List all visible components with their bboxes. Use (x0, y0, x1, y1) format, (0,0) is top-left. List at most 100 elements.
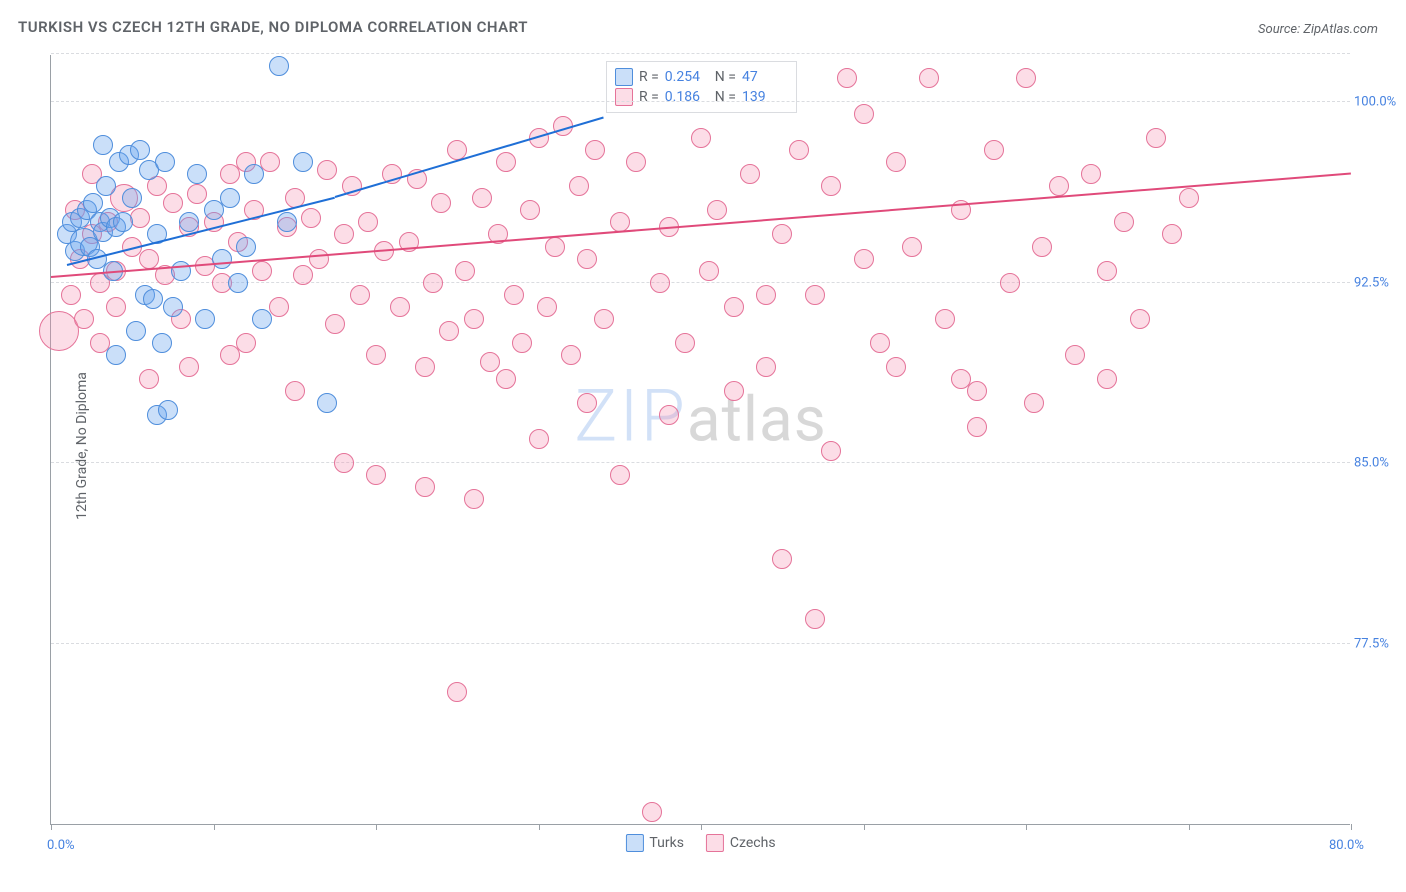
y-tick-label: 92.5% (1354, 275, 1402, 290)
y-tick-label: 85.0% (1354, 456, 1402, 471)
data-point-a (220, 188, 240, 208)
data-point-b (285, 381, 305, 401)
data-point-b (325, 314, 345, 334)
data-point-b (724, 297, 744, 317)
swatch-czechs (706, 834, 724, 852)
data-point-a (83, 193, 103, 213)
data-point-b (106, 297, 126, 317)
data-point-b (390, 297, 410, 317)
data-point-b (317, 160, 337, 180)
data-point-b (707, 200, 727, 220)
stat-label: R = (639, 89, 659, 105)
gridline (51, 101, 1350, 102)
data-point-b (529, 429, 549, 449)
legend-label-turks: Turks (649, 835, 684, 851)
data-point-a (317, 393, 337, 413)
source-label: Source: ZipAtlas.com (1258, 22, 1378, 37)
data-point-b (1049, 176, 1069, 196)
data-point-b (236, 333, 256, 353)
data-point-b (220, 345, 240, 365)
data-point-a (106, 345, 126, 365)
data-point-b (772, 224, 792, 244)
data-point-b (537, 297, 557, 317)
data-point-b (301, 208, 321, 228)
data-point-b (951, 369, 971, 389)
x-tick-label: 0.0% (47, 838, 75, 853)
swatch-turks (615, 68, 633, 86)
data-point-b (724, 381, 744, 401)
stat-label: N = (715, 69, 736, 85)
data-point-a (269, 56, 289, 76)
data-point-a (126, 321, 146, 341)
data-point-b (269, 297, 289, 317)
data-point-b (886, 152, 906, 172)
data-point-a (113, 212, 133, 232)
x-tick (701, 824, 702, 830)
data-point-b (309, 249, 329, 269)
data-point-b (594, 309, 614, 329)
gridline (51, 53, 1350, 54)
data-point-b (464, 489, 484, 509)
data-point-b (967, 381, 987, 401)
data-point-a (152, 333, 172, 353)
data-point-b (366, 465, 386, 485)
y-tick-label: 100.0% (1354, 95, 1402, 110)
data-point-b (699, 261, 719, 281)
data-point-b (569, 176, 589, 196)
stat-r-czechs: 0.186 (665, 89, 709, 105)
data-point-a (236, 237, 256, 257)
data-point-a (252, 309, 272, 329)
data-point-b (577, 393, 597, 413)
data-point-b (1065, 345, 1085, 365)
data-point-a (228, 273, 248, 293)
data-point-b (740, 164, 760, 184)
data-point-b (919, 68, 939, 88)
chart-plot-area: ZIPatlas R = 0.254 N = 47 R = 0.186 N = … (50, 55, 1350, 825)
data-point-b (512, 333, 532, 353)
data-point-b (1146, 128, 1166, 148)
data-point-b (691, 128, 711, 148)
data-point-b (585, 140, 605, 160)
data-point-a (163, 297, 183, 317)
x-tick (864, 824, 865, 830)
x-tick-label: 80.0% (1329, 838, 1364, 853)
data-point-b (334, 224, 354, 244)
data-point-b (650, 273, 670, 293)
data-point-b (935, 309, 955, 329)
x-tick (51, 824, 52, 830)
data-point-b (74, 309, 94, 329)
stat-r-turks: 0.254 (665, 69, 709, 85)
data-point-b (610, 465, 630, 485)
data-point-b (350, 285, 370, 305)
data-point-b (472, 188, 492, 208)
data-point-b (1179, 188, 1199, 208)
data-point-b (545, 237, 565, 257)
data-point-b (520, 200, 540, 220)
data-point-a (130, 140, 150, 160)
data-point-a (143, 289, 163, 309)
data-point-b (854, 249, 874, 269)
data-point-a (277, 212, 297, 232)
x-tick (1351, 824, 1352, 830)
data-point-b (821, 176, 841, 196)
data-point-b (61, 285, 81, 305)
trend-line (335, 117, 604, 198)
data-point-b (967, 417, 987, 437)
data-point-b (480, 352, 500, 372)
gridline (51, 643, 1350, 644)
watermark: ZIPatlas (574, 374, 826, 459)
data-point-b (756, 285, 776, 305)
data-point-b (415, 477, 435, 497)
swatch-turks (625, 834, 643, 852)
x-tick (214, 824, 215, 830)
data-point-b (805, 609, 825, 629)
data-point-b (423, 273, 443, 293)
data-point-b (675, 333, 695, 353)
stat-label: N = (715, 89, 736, 105)
data-point-b (821, 441, 841, 461)
data-point-b (447, 682, 467, 702)
legend-stats-row-a: R = 0.254 N = 47 (615, 68, 786, 86)
legend-stats-box: R = 0.254 N = 47 R = 0.186 N = 139 (606, 61, 797, 113)
data-point-b (504, 285, 524, 305)
data-point-b (163, 193, 183, 213)
